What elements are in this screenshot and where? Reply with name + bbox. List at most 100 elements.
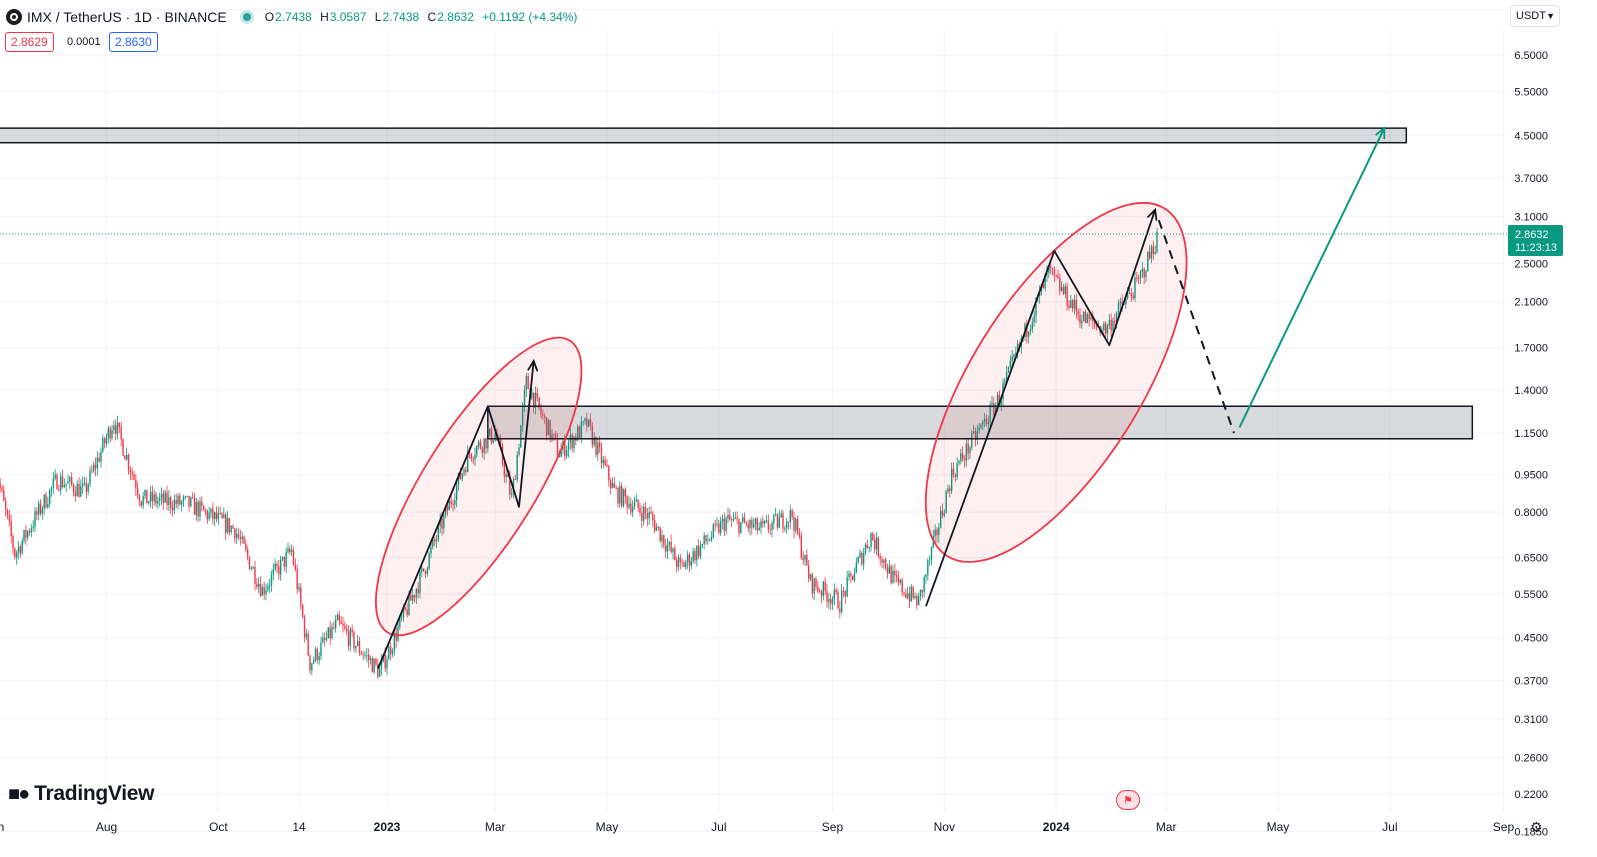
candle-body	[8, 515, 11, 522]
ohlc-low-key: L	[374, 10, 382, 24]
candle-body	[168, 497, 170, 505]
candle-body	[477, 441, 480, 447]
time-tick-label: Mar	[485, 820, 506, 834]
sell-price-button[interactable]: 2.8629	[5, 32, 54, 52]
candle-body	[855, 562, 858, 573]
candle-body	[580, 421, 583, 439]
candle-body	[1081, 320, 1083, 324]
gear-icon[interactable]: ⚙	[1530, 819, 1543, 835]
us-flag-icon[interactable]: ⚑	[1116, 790, 1140, 810]
symbol-header[interactable]: IMX / TetherUS · 1D · BINANCE O2.7438 H3…	[6, 7, 582, 27]
buy-price-button[interactable]: 2.8630	[109, 32, 158, 52]
candle-body	[1148, 252, 1151, 259]
candle-body	[829, 599, 832, 604]
candle-body	[1147, 252, 1149, 272]
candle-body	[888, 565, 891, 574]
candle-body	[421, 568, 423, 572]
candle-body	[914, 595, 916, 598]
time-tick-label: 2023	[374, 820, 401, 834]
candle-body	[626, 496, 628, 508]
candle-body	[870, 533, 872, 547]
candle-body	[483, 438, 485, 453]
candle-body	[171, 507, 174, 511]
candle-body	[322, 637, 324, 643]
candle-body	[41, 508, 44, 514]
candle-body	[461, 473, 463, 480]
chart-drawings[interactable]	[0, 126, 1508, 670]
candle-body	[806, 554, 808, 566]
tradingview-logo[interactable]: ■● TradingView	[8, 781, 154, 807]
candle-body	[230, 526, 232, 533]
candle-body	[334, 620, 337, 629]
candle-body	[767, 520, 770, 530]
candle-body	[996, 394, 999, 405]
candle-body	[703, 535, 705, 544]
candle-body	[747, 524, 749, 529]
candle-body	[371, 658, 374, 673]
candle-body	[87, 484, 89, 492]
candle-body	[320, 642, 322, 657]
candle-body	[950, 468, 953, 492]
candle-body	[598, 442, 601, 448]
candle-body	[943, 513, 946, 516]
candle-body	[1007, 367, 1010, 373]
candle-body	[116, 422, 119, 434]
candle-body	[908, 593, 911, 602]
candle-body	[646, 513, 649, 519]
candle-body	[987, 422, 990, 425]
candle-body	[433, 539, 436, 542]
candle-body	[133, 474, 135, 480]
candle-body	[516, 454, 518, 480]
candle-body	[164, 492, 166, 503]
time-tick-label: Jul	[711, 820, 726, 834]
candle-body	[417, 588, 419, 594]
candle-body	[472, 458, 474, 460]
chart-axes[interactable]: 9.50008.00006.50005.50004.50003.70003.10…	[0, 0, 1563, 857]
price-tick-label: 6.5000	[1514, 50, 1548, 62]
candle-body	[822, 581, 825, 596]
candle-body	[1130, 292, 1133, 297]
candle-body	[661, 535, 663, 542]
support-zone	[487, 405, 1474, 440]
candle-body	[281, 556, 284, 560]
chevron-down-icon: ▼	[1546, 11, 1555, 21]
price-tick-label: 0.9500	[1514, 470, 1548, 482]
candle-body	[83, 482, 86, 484]
candle-body	[895, 575, 898, 578]
candle-body	[448, 500, 451, 511]
candle-body	[485, 438, 487, 449]
currency-select[interactable]: USDT ▼	[1510, 5, 1560, 27]
candle-body	[197, 502, 199, 517]
candle-body	[934, 529, 936, 537]
candle-body	[807, 565, 810, 579]
projection-up-arrowhead	[1375, 126, 1386, 140]
candle-body	[1137, 278, 1140, 279]
candle-body	[191, 497, 194, 499]
candle-body	[364, 654, 366, 656]
candle-body	[268, 585, 271, 587]
candle-body	[190, 497, 192, 507]
candle-body	[756, 518, 759, 531]
candle-body	[685, 562, 687, 568]
candle-body	[628, 503, 630, 508]
candle-body	[514, 479, 517, 480]
time-tick-label: Jul	[1382, 820, 1397, 834]
candle-body	[752, 524, 755, 528]
candle-body	[241, 536, 243, 540]
candle-body	[305, 633, 308, 638]
price-tick-label: 0.1850	[1514, 827, 1548, 839]
candle-body	[1011, 356, 1013, 361]
symbol-title[interactable]: IMX / TetherUS · 1D · BINANCE	[27, 9, 227, 25]
candle-body	[573, 436, 575, 449]
candle-body	[553, 433, 555, 435]
candle-body	[402, 607, 405, 618]
candle-body	[367, 654, 370, 660]
candle-body	[985, 418, 988, 425]
candle-body	[936, 529, 938, 536]
candle-body	[710, 536, 713, 540]
candle-body	[1066, 286, 1068, 306]
candle-body	[1154, 252, 1156, 254]
candle-body	[210, 508, 212, 513]
candle-body	[751, 520, 753, 528]
